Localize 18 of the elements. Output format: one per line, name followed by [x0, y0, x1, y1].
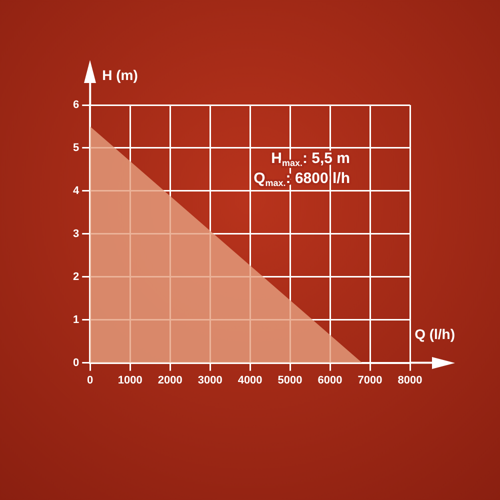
x-tick-label: 4000 — [238, 374, 262, 386]
y-axis-title: H (m) — [102, 67, 138, 83]
y-tick-label: 5 — [72, 142, 80, 154]
y-tick-label: 4 — [72, 184, 80, 197]
x-tick-label: 3000 — [198, 374, 222, 386]
x-axis-title: Q (l/h) — [414, 326, 455, 342]
y-tick-label: 6 — [72, 99, 80, 112]
x-tick-label: 2000 — [158, 374, 182, 386]
y-tick-label: 3 — [72, 228, 80, 240]
x-tick-label: 6000 — [318, 374, 342, 386]
y-tick-label: 1 — [72, 314, 80, 326]
x-tick-label: 0 — [87, 374, 94, 386]
x-tick-label: 7000 — [358, 374, 382, 386]
x-tick-label: 8000 — [398, 374, 422, 386]
x-tick-label: 5000 — [278, 374, 302, 386]
y-tick-label: 2 — [72, 270, 80, 283]
x-tick-label: 1000 — [118, 374, 142, 386]
y-tick-label: 0 — [72, 356, 80, 369]
